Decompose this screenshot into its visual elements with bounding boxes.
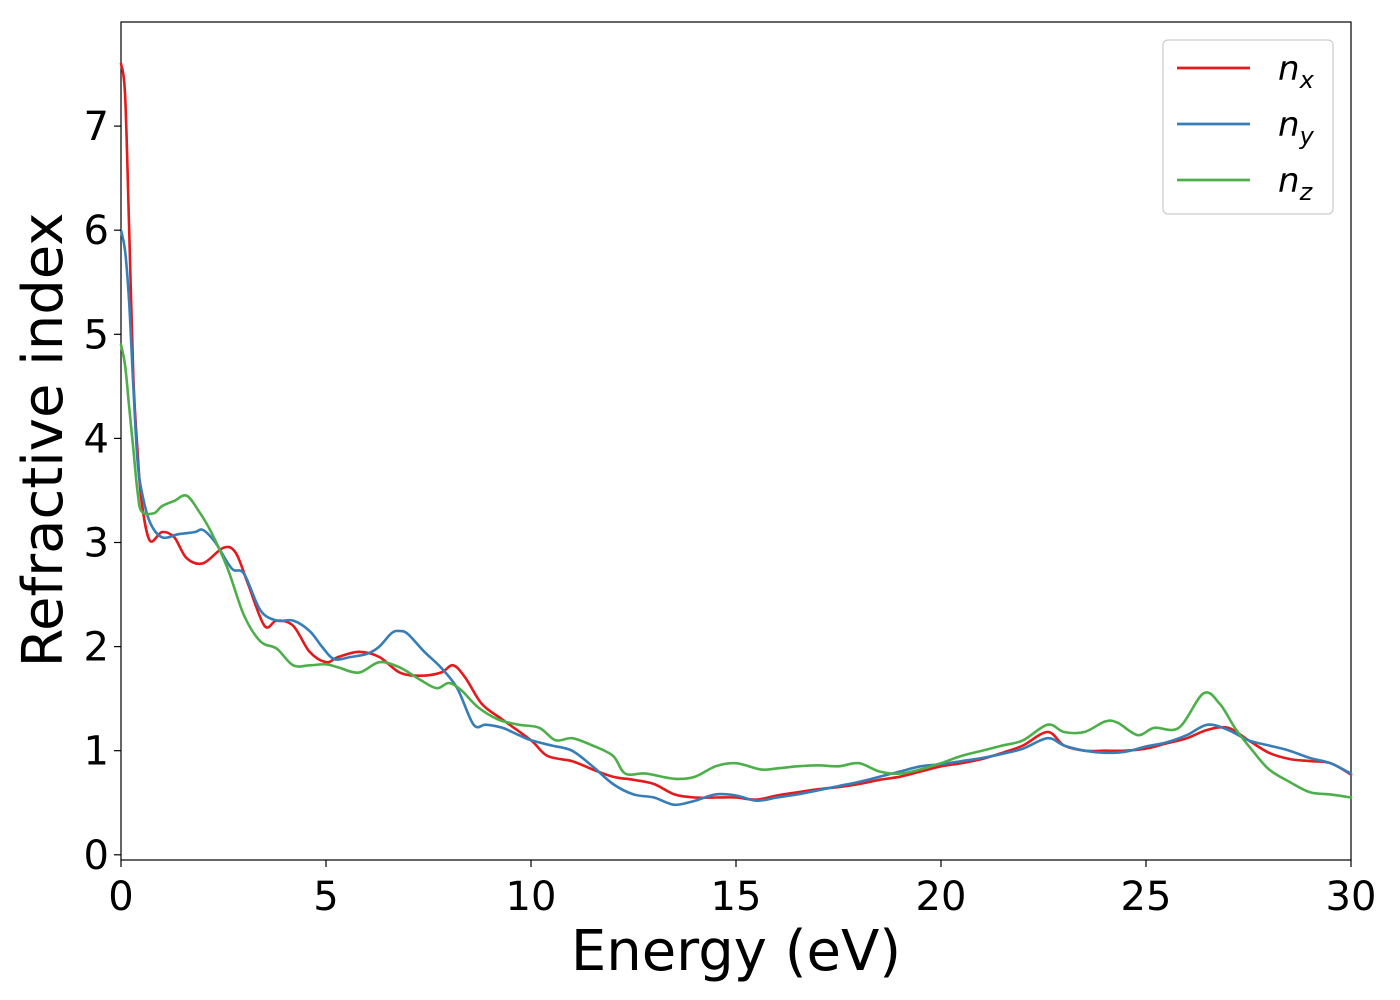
x-tick-label: 20: [916, 874, 967, 920]
x-tick-label: 15: [711, 874, 762, 920]
x-tick-label: 30: [1326, 874, 1377, 920]
y-tick-label: 6: [84, 208, 109, 254]
series-layer: [119, 62, 1353, 807]
y-axis-label: Refractive index: [11, 213, 76, 668]
y-tick-label: 3: [84, 520, 109, 566]
series-line-x: [119, 62, 1353, 801]
x-axis-label: Energy (eV): [571, 919, 901, 984]
x-axis-ticks: 0 5 10 15 20 25 30: [108, 860, 1376, 920]
series-line-y: [119, 228, 1353, 807]
y-tick-label: 5: [84, 312, 109, 358]
y-tick-label: 2: [84, 625, 109, 671]
x-tick-label: 5: [313, 874, 338, 920]
series-line-z: [119, 343, 1353, 799]
y-tick-label: 7: [84, 104, 109, 150]
y-tick-label: 0: [84, 833, 109, 879]
y-tick-label: 1: [84, 729, 109, 775]
x-tick-label: 25: [1121, 874, 1172, 920]
x-tick-label: 10: [506, 874, 557, 920]
y-axis-ticks: 0 1 2 3 4 5 6 7: [84, 104, 121, 879]
y-tick-label: 4: [84, 416, 109, 462]
x-tick-label: 0: [108, 874, 133, 920]
legend-box: [1162, 39, 1334, 215]
